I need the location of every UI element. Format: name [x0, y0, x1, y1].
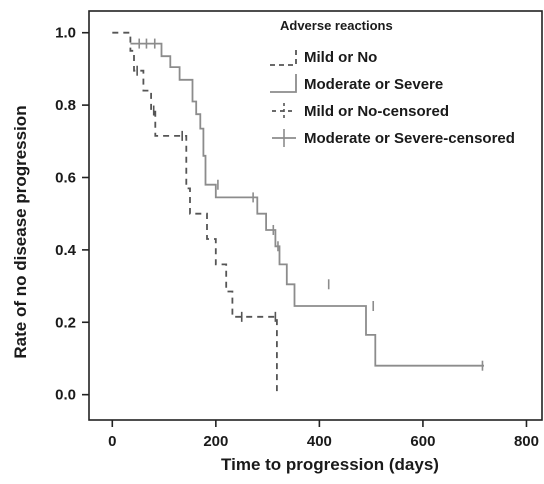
- legend-symbol: [270, 74, 297, 93]
- legend-label: Moderate or Severe: [304, 76, 443, 93]
- x-axis-label: Time to progression (days): [221, 455, 439, 474]
- y-tick-label: 0.2: [55, 314, 76, 331]
- y-tick-label: 0.0: [55, 387, 76, 404]
- legend-entry: Moderate or Severe-censored: [272, 129, 515, 147]
- x-tick-label: 400: [307, 433, 332, 450]
- y-tick-label: 1.0: [55, 25, 76, 42]
- legend-entry: Mild or No: [270, 47, 377, 66]
- y-axis-label: Rate of no disease progression: [11, 105, 30, 358]
- legend-label: Mild or No: [304, 49, 377, 66]
- x-tick-label: 200: [203, 433, 228, 450]
- legend-entry: Moderate or Severe: [270, 74, 443, 93]
- y-tick-label: 0.8: [55, 97, 76, 114]
- legend-entry: Mild or No-censored: [272, 103, 449, 120]
- y-tick-label: 0.4: [55, 242, 77, 259]
- legend-label: Mild or No-censored: [304, 103, 449, 120]
- series-line-moderate-or-severe: [130, 42, 484, 367]
- legend-symbol: [270, 47, 297, 66]
- legend-title: Adverse reactions: [280, 18, 393, 33]
- legend-label: Moderate or Severe-censored: [304, 130, 515, 147]
- x-tick-label: 800: [514, 433, 539, 450]
- series-line-mild-or-no: [112, 31, 278, 395]
- y-tick-label: 0.6: [55, 169, 76, 186]
- x-tick-label: 0: [108, 433, 116, 450]
- plot-frame: [88, 10, 543, 421]
- x-tick-label: 600: [410, 433, 435, 450]
